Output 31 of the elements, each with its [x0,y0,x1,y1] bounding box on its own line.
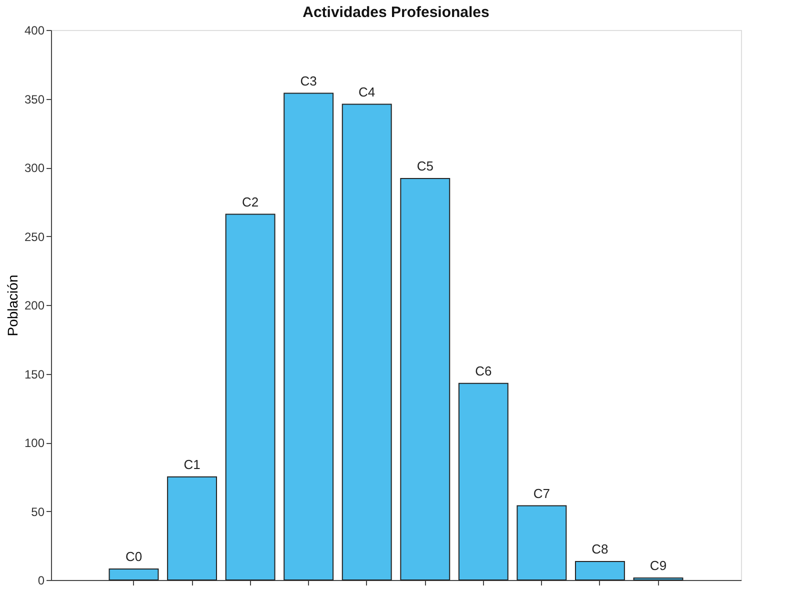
bar [167,476,218,580]
x-tick-label: C8 [592,541,608,556]
x-tick-label: C0 [125,549,142,564]
x-tick-label: C4 [358,84,376,100]
y-tick-label: 150 [24,367,45,382]
x-tick-label: C1 [184,456,200,472]
y-tick-label: 250 [24,230,45,244]
y-tick-label: 400 [24,24,45,38]
x-tick-label: C6 [475,363,492,378]
y-tick-label: 200 [24,298,45,312]
x-tick-label: C2 [242,194,259,210]
x-tick-label: C9 [650,558,667,573]
bar [516,505,567,580]
y-tick-label: 300 [24,161,45,175]
bar [342,104,392,580]
bar [225,214,276,580]
bar [633,577,684,580]
y-tick-label: 350 [24,92,45,106]
chart-title: Actividades Profesionales [302,4,490,21]
x-tick-label: C3 [300,73,317,88]
x-tick-label: C7 [533,486,550,501]
bar [284,92,334,580]
bar [400,178,450,580]
y-tick-label: 0 [38,574,45,588]
y-tick-label: 100 [24,436,45,450]
bar [458,382,508,580]
y-tick-label: 50 [31,504,45,519]
x-tick-label: C5 [416,158,434,174]
bar [574,560,625,580]
bar [108,568,159,580]
y-axis-title: Población [4,274,20,336]
